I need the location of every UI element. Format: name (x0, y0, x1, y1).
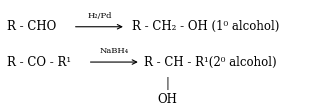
Text: R - CH₂ - OH (1⁰ alcohol): R - CH₂ - OH (1⁰ alcohol) (132, 20, 280, 33)
Text: OH: OH (157, 93, 177, 106)
Text: R - CHO: R - CHO (7, 20, 56, 33)
Text: H₂/Pd: H₂/Pd (87, 12, 112, 20)
Text: |: | (165, 77, 169, 90)
Text: R - CH - R¹(2⁰ alcohol): R - CH - R¹(2⁰ alcohol) (144, 56, 277, 69)
Text: NaBH₄: NaBH₄ (100, 47, 129, 55)
Text: R - CO - R¹: R - CO - R¹ (7, 56, 71, 69)
